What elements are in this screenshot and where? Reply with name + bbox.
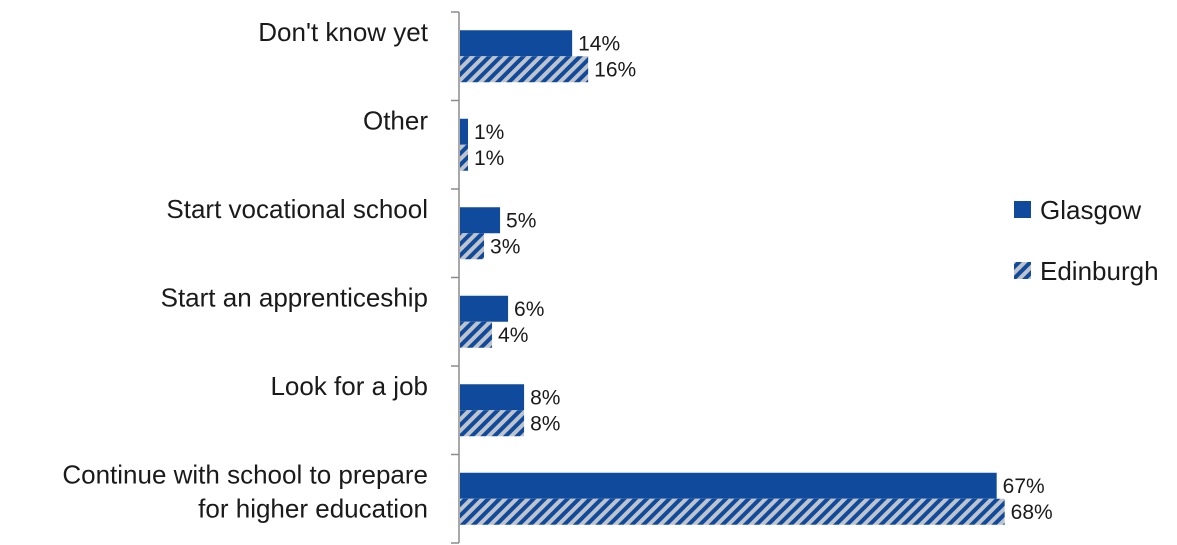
legend: Glasgow Edinburgh — [1014, 195, 1159, 286]
bar-glasgow-other — [460, 118, 469, 145]
bar-edinburgh-continue-with-school-to-prepare-for-higher-education — [460, 498, 1005, 525]
bar-edinburgh-look-for-a-job — [460, 410, 525, 437]
data-label-edinburgh-don-t-know-yet: 16% — [594, 58, 636, 81]
category-label-other: Other — [363, 106, 428, 136]
data-label-glasgow-continue-with-school-to-prepare-for-higher-education: 67% — [1003, 475, 1045, 498]
category-label-start-vocational-school: Start vocational school — [166, 194, 428, 224]
bar-edinburgh-start-vocational-school — [460, 233, 485, 260]
bar-edinburgh-start-an-apprenticeship — [460, 321, 493, 348]
data-label-glasgow-start-vocational-school: 5% — [506, 209, 536, 232]
legend-label-glasgow: Glasgow — [1040, 195, 1141, 225]
bar-edinburgh-other — [460, 144, 469, 171]
data-label-edinburgh-start-an-apprenticeship: 4% — [498, 324, 528, 347]
bar-glasgow-continue-with-school-to-prepare-for-higher-education — [460, 472, 997, 499]
legend-label-edinburgh: Edinburgh — [1040, 256, 1159, 286]
bar-glasgow-look-for-a-job — [460, 384, 525, 411]
data-labels: 14% 16% 1% 1% 5% 3% 6% 4% 8% 8% 67% 68% — [474, 32, 1053, 524]
data-label-edinburgh-start-vocational-school: 3% — [490, 235, 520, 258]
data-label-glasgow-other: 1% — [474, 121, 504, 144]
data-label-glasgow-look-for-a-job: 8% — [530, 386, 560, 409]
data-label-edinburgh-look-for-a-job: 8% — [530, 412, 560, 435]
data-label-edinburgh-other: 1% — [474, 147, 504, 170]
category-label-look-for-a-job: Look for a job — [270, 371, 428, 401]
legend-swatch-glasgow — [1014, 201, 1031, 218]
category-label-don-t-know-yet: Don't know yet — [258, 17, 428, 47]
bar-glasgow-don-t-know-yet — [460, 30, 573, 57]
category-label-start-an-apprenticeship: Start an apprenticeship — [161, 283, 428, 313]
bar-edinburgh-don-t-know-yet — [460, 56, 589, 83]
category-labels: Don't know yet Other Start vocational scho… — [62, 17, 428, 524]
bar-glasgow-start-vocational-school — [460, 207, 501, 234]
data-label-glasgow-don-t-know-yet: 14% — [578, 32, 620, 55]
data-label-glasgow-start-an-apprenticeship: 6% — [514, 298, 544, 321]
data-label-edinburgh-continue-with-school-to-prepare-for-higher-education: 68% — [1011, 501, 1053, 524]
bars — [460, 30, 1005, 525]
category-label-continue-with-school-to-prepare-for-higher-education: Continue with school to prepare for highe… — [62, 460, 428, 524]
bar-glasgow-start-an-apprenticeship — [460, 295, 509, 322]
y-axis — [451, 11, 460, 544]
legend-swatch-edinburgh — [1014, 262, 1031, 279]
